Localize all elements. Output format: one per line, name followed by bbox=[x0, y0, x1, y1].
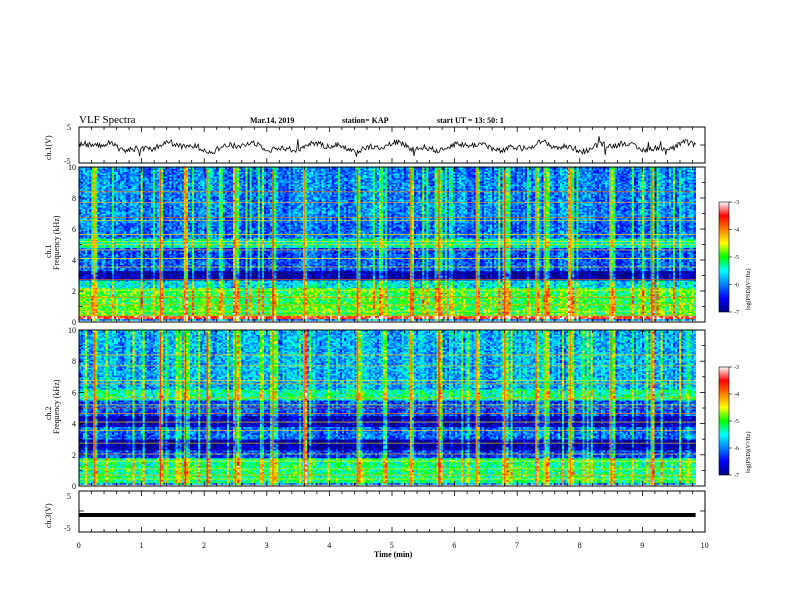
date-label: Mar.14, 2019 bbox=[250, 116, 294, 125]
ch1-ylabel: ch.1(V) bbox=[44, 135, 53, 160]
ch1-ytick-top: 5 bbox=[67, 123, 71, 132]
start-time-label: start UT = 13: 50: 1 bbox=[437, 116, 504, 125]
station-label: station= KAP bbox=[342, 116, 389, 125]
figure-title: VLF Spectra bbox=[79, 114, 136, 126]
ch1-waveform-panel: 5 -5 ch.1(V) bbox=[44, 123, 705, 166]
